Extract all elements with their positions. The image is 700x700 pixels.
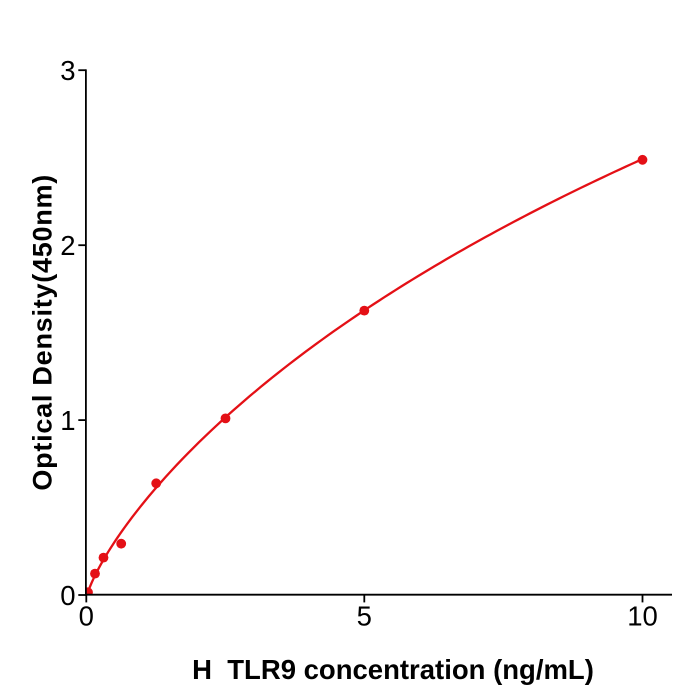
svg-text:1: 1 xyxy=(60,405,75,436)
svg-text:5: 5 xyxy=(357,601,372,632)
svg-text:0: 0 xyxy=(79,601,94,632)
svg-text:Optical Density(450nm): Optical Density(450nm) xyxy=(28,174,58,491)
svg-text:10: 10 xyxy=(627,601,658,632)
svg-text:H TLR9 concentration (ng/mL): H TLR9 concentration (ng/mL) xyxy=(192,654,594,685)
svg-text:0: 0 xyxy=(60,580,75,611)
svg-text:2: 2 xyxy=(60,230,75,261)
svg-text:3: 3 xyxy=(60,55,75,86)
